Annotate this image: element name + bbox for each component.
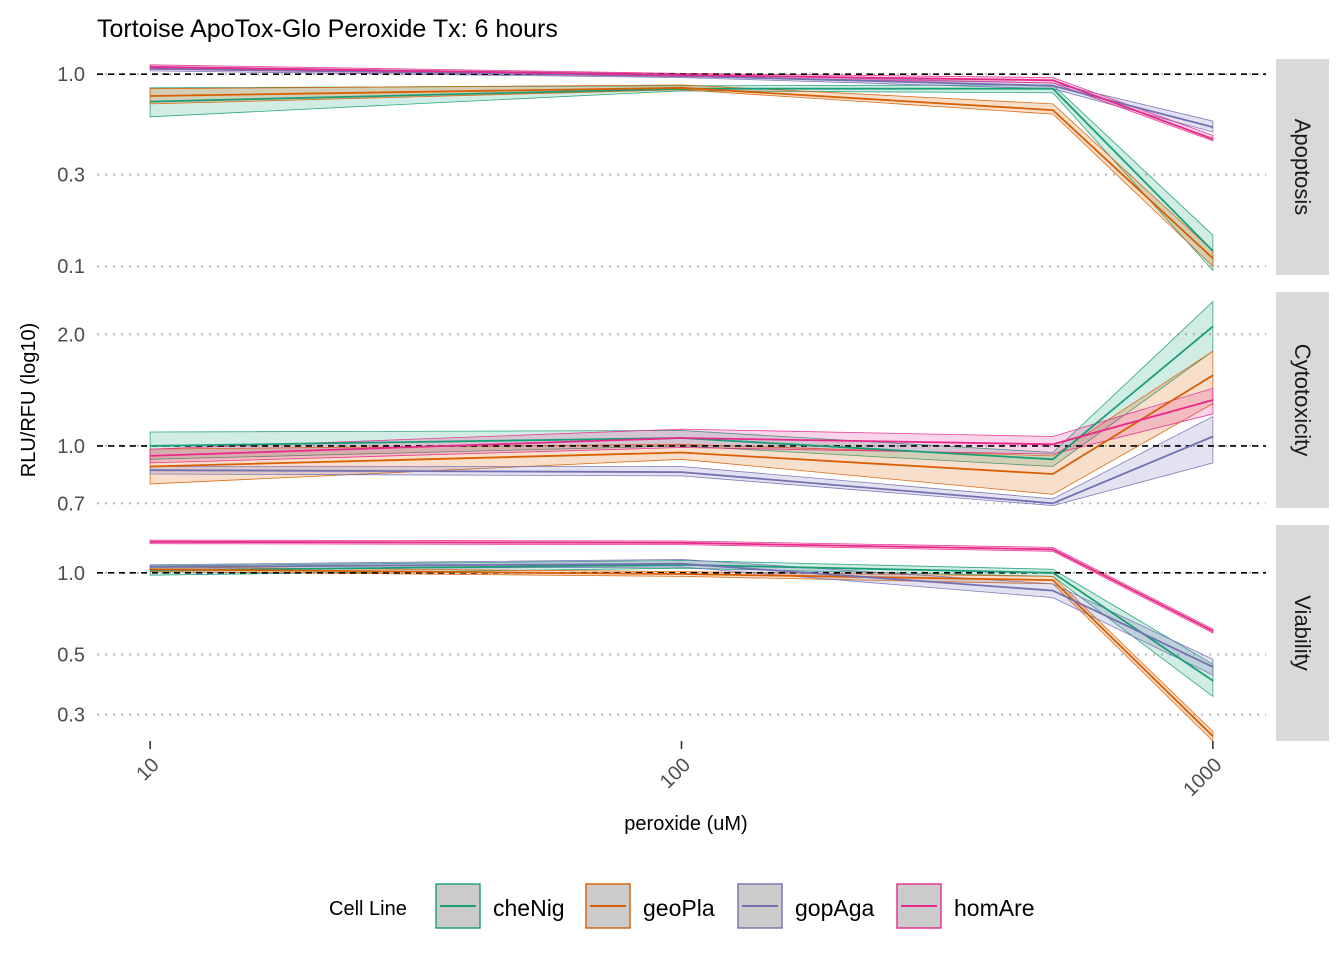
line-cheNig [150,87,1214,252]
legend-title: Cell Line [329,898,407,920]
line-homAre [150,541,1214,632]
y-tick-label: 1.0 [57,563,85,585]
facet-strip [1276,525,1329,741]
y-tick-label: 0.1 [57,256,85,278]
line-gopAga [150,562,1214,668]
panel-apoptosis: 1.0 0.3 0.1 Apoptosis [57,59,1329,278]
legend-item-gopAga: gopAga [737,883,875,929]
ribbon-gopAga [149,415,1214,507]
legend-label: cheNig [493,895,565,921]
legend-item-cheNig: cheNig [435,883,565,929]
legend-item-geoPla: geoPla [585,883,715,929]
y-tick-label: 2.0 [57,324,85,346]
x-tick-label: 10 [132,754,163,785]
panel-viability: 1.0 0.5 0.3 Viability [57,525,1329,742]
legend-label: homAre [954,895,1035,921]
y-tick-label: 1.0 [57,64,85,86]
line-geoPla [150,86,1214,259]
x-tick-label: 1000 [1179,754,1226,801]
facet-strip-label: Cytotoxicity [1290,344,1315,456]
y-tick-label: 0.3 [57,705,85,727]
x-axis: 10 100 1000 [132,741,1226,801]
facet-strip-label: Viability [1290,595,1315,670]
y-tick-label: 0.5 [57,644,85,666]
y-axis-label: RLU/RFU (log10) [18,323,40,477]
chart-title: Tortoise ApoTox-Glo Peroxide Tx: 6 hours [97,15,558,43]
panel-cytotoxicity: 2.0 1.0 0.7 Cytotoxicity [57,292,1329,515]
legend: Cell Line cheNig geoPla gopAga homAre [329,883,1035,929]
x-tick-label: 100 [656,754,695,793]
line-gopAga [150,435,1214,505]
facet-strip [1276,292,1329,508]
line-homAre [150,66,1214,140]
y-tick-label: 0.3 [57,165,85,187]
legend-label: geoPla [643,895,715,921]
facet-strip [1276,59,1329,275]
line-geoPla [150,374,1214,475]
ribbon-geoPla [149,84,1214,268]
line-homAre [150,399,1214,457]
line-cheNig [150,563,1214,682]
ribbon-cheNig [149,84,1214,272]
legend-item-homAre: homAre [896,883,1035,929]
x-axis-label: peroxide (uM) [624,813,747,835]
ribbon-homAre [149,539,1214,634]
y-tick-label: 0.7 [57,493,85,515]
ribbon-homAre [149,387,1214,464]
chart-panels: 1.0 0.3 0.1 Apoptosis 2.0 1.0 0.7 Cytotoxicity 1… [57,59,1329,742]
facet-strip-label: Apoptosis [1290,119,1315,216]
y-tick-label: 1.0 [57,436,85,458]
line-cheNig [150,325,1214,461]
legend-label: gopAga [795,895,875,921]
line-gopAga [150,67,1214,128]
